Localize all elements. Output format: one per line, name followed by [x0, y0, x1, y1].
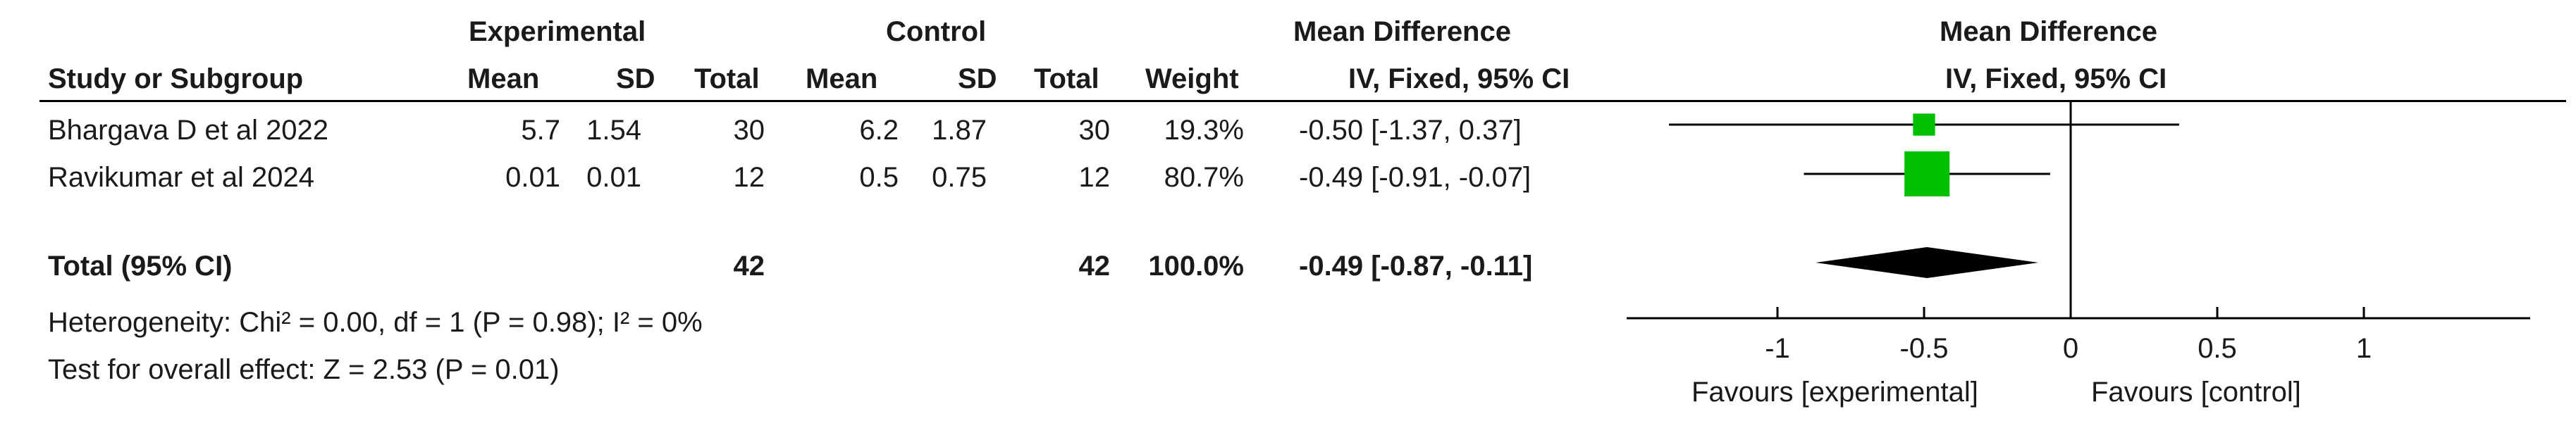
control-group-header: Control	[886, 16, 987, 47]
exp-total: 12	[733, 162, 765, 193]
header-rule	[39, 100, 2566, 102]
ctl-total: 12	[1078, 162, 1111, 193]
ctl-sd: 0.75	[932, 162, 987, 193]
overall-effect-text: Test for overall effect: Z = 2.53 (P = 0…	[48, 354, 560, 385]
exp-total: 30	[733, 115, 765, 146]
total-ctl: 42	[1078, 251, 1111, 282]
ctl-mean-header: Mean	[806, 63, 878, 94]
ctl-total-header: Total	[1034, 63, 1099, 94]
x-tick-label: -0.5	[1899, 333, 1949, 364]
exp-sd: 0.01	[586, 162, 641, 193]
study-weight: 80.7%	[1164, 162, 1244, 193]
experimental-group-header: Experimental	[469, 16, 646, 47]
plot-title: Mean Difference	[1940, 16, 2157, 47]
weight-header: Weight	[1145, 63, 1239, 94]
heterogeneity-text: Heterogeneity: Chi² = 0.00, df = 1 (P = …	[48, 307, 703, 338]
ctl-sd: 1.87	[932, 115, 987, 146]
study-effect-marker	[1913, 113, 1935, 136]
total-ci: -0.49 [-0.87, -0.11]	[1299, 251, 1533, 282]
pooled-diamond	[1816, 247, 2039, 278]
method-header: IV, Fixed, 95% CI	[1348, 63, 1570, 94]
exp-sd: 1.54	[586, 115, 641, 146]
ctl-sd-header: SD	[958, 63, 997, 94]
study-ci: -0.49 [-0.91, -0.07]	[1299, 162, 1532, 193]
ctl-mean: 0.5	[859, 162, 899, 193]
x-tick-label: 1	[2355, 333, 2372, 364]
x-tick-label: -1	[1765, 333, 1790, 364]
ctl-mean: 6.2	[859, 115, 899, 146]
exp-mean: 0.01	[505, 162, 560, 193]
study-column-header: Study or Subgroup	[48, 63, 304, 94]
study-weight: 19.3%	[1164, 115, 1244, 146]
plot-method-header: IV, Fixed, 95% CI	[1945, 63, 2167, 94]
ctl-total: 30	[1078, 115, 1111, 146]
exp-sd-header: SD	[616, 63, 655, 94]
study-name: Ravikumar et al 2024	[48, 162, 314, 193]
exp-total-header: Total	[694, 63, 760, 94]
total-exp: 42	[733, 251, 765, 282]
mean-difference-header: Mean Difference	[1293, 16, 1511, 47]
exp-mean: 5.7	[521, 115, 560, 146]
x-tick-label: 0.5	[2198, 333, 2237, 364]
study-ci: -0.50 [-1.37, 0.37]	[1299, 115, 1522, 146]
exp-mean-header: Mean	[467, 63, 540, 94]
x-tick-label: 0	[2062, 333, 2079, 364]
study-effect-marker	[1904, 151, 1950, 196]
total-label: Total (95% CI)	[48, 251, 233, 282]
favours-control-label: Favours [control]	[2091, 377, 2301, 408]
favours-experimental-label: Favours [experimental]	[1691, 377, 1978, 408]
total-weight: 100.0%	[1148, 251, 1244, 282]
study-name: Bhargava D et al 2022	[48, 115, 329, 146]
